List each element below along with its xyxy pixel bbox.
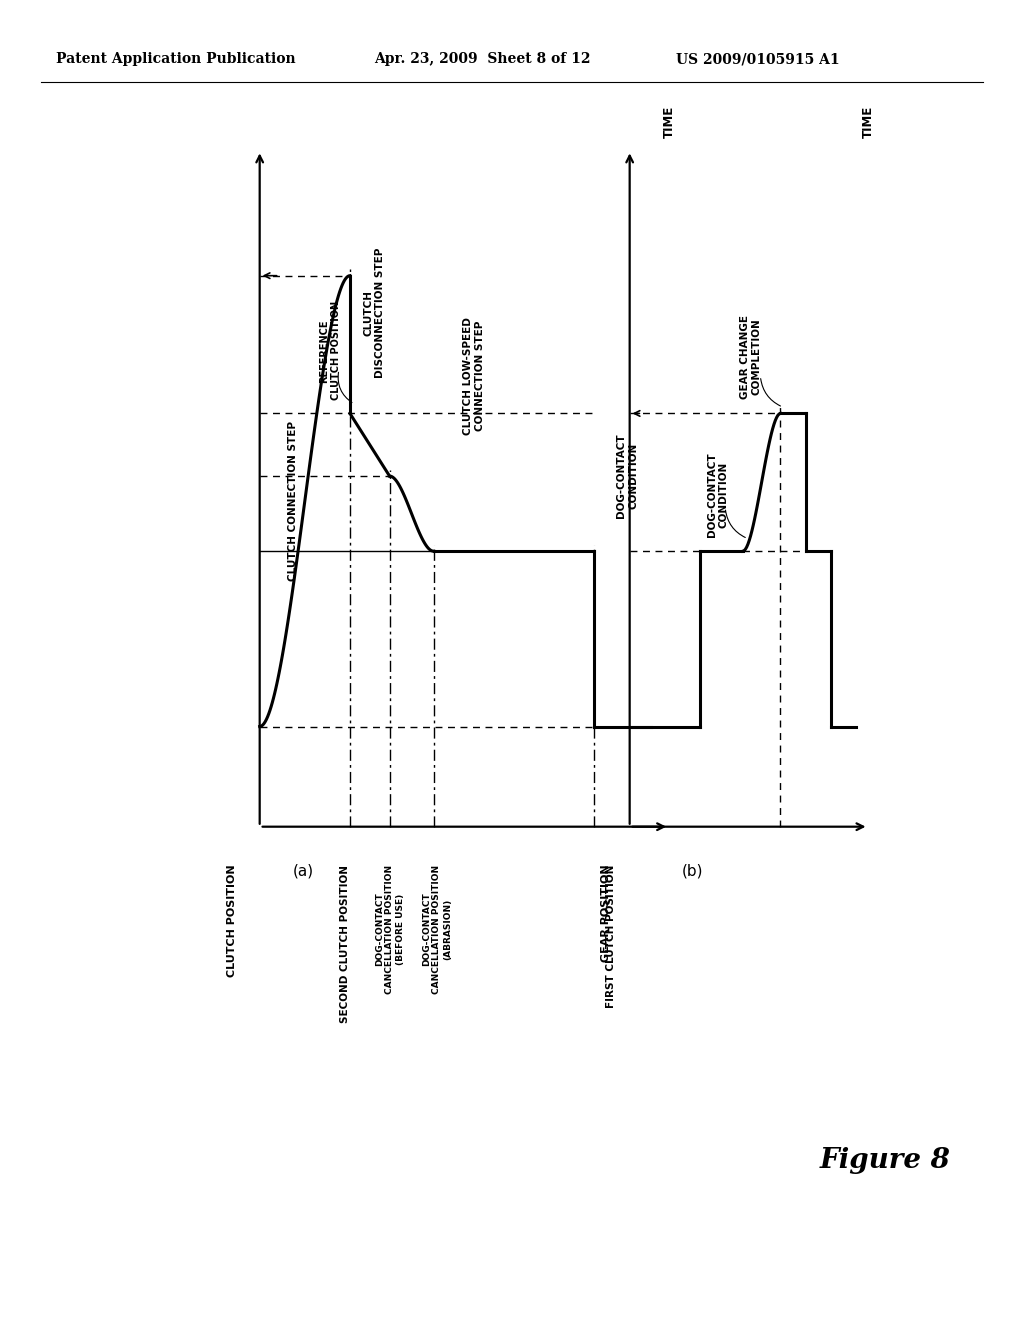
Text: TIME: TIME	[862, 106, 874, 137]
Text: Patent Application Publication: Patent Application Publication	[56, 53, 296, 66]
Text: (b): (b)	[682, 863, 703, 878]
Text: CLUTCH CONNECTION STEP: CLUTCH CONNECTION STEP	[288, 421, 298, 581]
Text: DOG-CONTACT
CANCELLATION POSITION
(ABRASION): DOG-CONTACT CANCELLATION POSITION (ABRAS…	[422, 865, 452, 994]
Text: Figure 8: Figure 8	[819, 1147, 950, 1175]
Text: CLUTCH LOW-SPEED
CONNECTION STEP: CLUTCH LOW-SPEED CONNECTION STEP	[464, 317, 485, 434]
Text: GEAR CHANGE
COMPLETION: GEAR CHANGE COMPLETION	[739, 315, 761, 399]
Text: DOG-CONTACT
CONDITION: DOG-CONTACT CONDITION	[616, 434, 638, 519]
Text: Apr. 23, 2009  Sheet 8 of 12: Apr. 23, 2009 Sheet 8 of 12	[374, 53, 590, 66]
Text: CLUTCH POSITION: CLUTCH POSITION	[227, 865, 238, 977]
Text: FIRST CLUTCH POSITION: FIRST CLUTCH POSITION	[606, 865, 615, 1008]
Text: (a): (a)	[293, 863, 314, 878]
Text: CLUTCH
DISCONNECTION STEP: CLUTCH DISCONNECTION STEP	[364, 248, 385, 379]
Text: US 2009/0105915 A1: US 2009/0105915 A1	[676, 53, 840, 66]
Text: REFERENCE
CLUTCH POSITION: REFERENCE CLUTCH POSITION	[319, 301, 341, 400]
Text: GEAR POSITION: GEAR POSITION	[601, 865, 611, 962]
Text: TIME: TIME	[663, 106, 676, 137]
Text: DOG-CONTACT
CONDITION: DOG-CONTACT CONDITION	[707, 453, 728, 537]
Text: SECOND CLUTCH POSITION: SECOND CLUTCH POSITION	[340, 865, 350, 1023]
Text: DOG-CONTACT
CANCELLATION POSITION
(BEFORE USE): DOG-CONTACT CANCELLATION POSITION (BEFOR…	[375, 865, 404, 994]
